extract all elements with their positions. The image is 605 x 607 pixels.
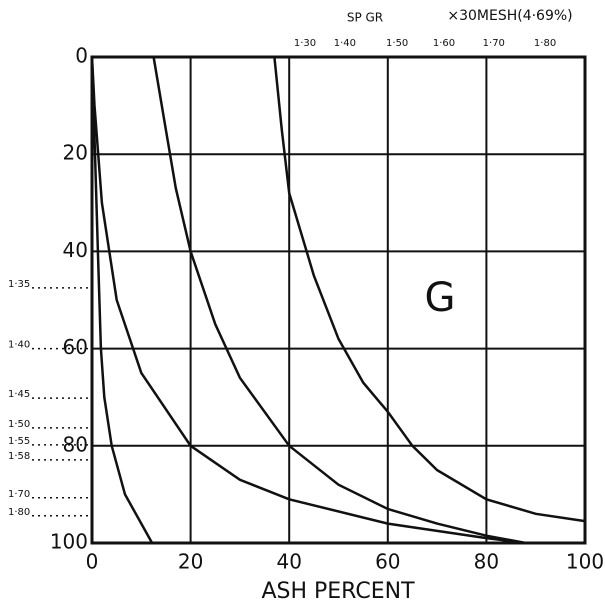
left-sg-label: 1·55 xyxy=(8,436,30,447)
y-tick-label: 40 xyxy=(63,238,88,262)
x-tick-label: 80 xyxy=(474,550,499,574)
top-sg-label: 1·40 xyxy=(334,38,356,49)
y-tick-label: 60 xyxy=(63,335,88,359)
top-sg-label: 1·70 xyxy=(483,38,505,49)
top-title: SP GR xyxy=(347,11,383,25)
curve xyxy=(273,56,586,523)
x-tick-label: 20 xyxy=(178,550,203,574)
plot-frame xyxy=(90,55,587,545)
left-sg-label: 1·58 xyxy=(8,451,30,462)
x-tick-label: 100 xyxy=(566,550,604,574)
left-sg-label: 1·80 xyxy=(8,507,30,518)
top-sg-label: 1·50 xyxy=(386,38,408,49)
curve xyxy=(90,56,154,544)
curve xyxy=(90,56,526,545)
top-sg-label: 1·60 xyxy=(433,38,455,49)
curve xyxy=(152,56,527,545)
left-sg-label: 1·70 xyxy=(8,489,30,500)
subtitle: ×30MESH(4·69%) xyxy=(447,8,572,24)
x-axis-label: ASH PERCENT xyxy=(261,579,415,604)
y-tick-label: 0 xyxy=(75,44,88,68)
x-tick-label: 40 xyxy=(276,550,301,574)
top-sg-label: 1·80 xyxy=(534,38,556,49)
left-sg-label: 1·35 xyxy=(8,279,30,290)
x-tick-label: 0 xyxy=(86,550,99,574)
x-tick-label: 60 xyxy=(375,550,400,574)
annotation: G xyxy=(425,275,456,321)
left-sg-label: 1·40 xyxy=(8,340,30,351)
y-tick-label: 100 xyxy=(50,530,88,554)
top-sg-label: 1·30 xyxy=(294,38,316,49)
left-sg-label: 1·50 xyxy=(8,419,30,430)
left-sg-label: 1·45 xyxy=(8,389,30,400)
y-tick-label: 20 xyxy=(63,141,88,165)
